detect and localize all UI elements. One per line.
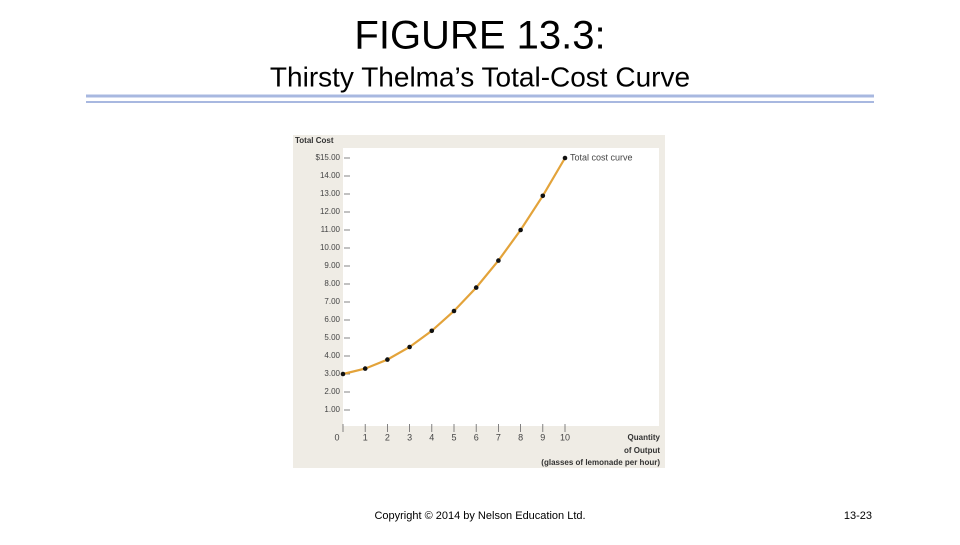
y-axis-label: Total Cost bbox=[295, 136, 334, 145]
x-tick-label: 0 bbox=[334, 432, 339, 442]
point bbox=[429, 328, 435, 334]
y-tick-label: 6.00 bbox=[324, 315, 340, 324]
x-axis-label: Quantity bbox=[628, 433, 661, 442]
x-tick-label: 5 bbox=[451, 432, 456, 442]
point bbox=[340, 371, 346, 377]
slide-subtitle: Thirsty Thelma’s Total-Cost Curve bbox=[270, 61, 690, 92]
x-tick-label: 1 bbox=[363, 432, 368, 442]
point bbox=[407, 344, 412, 350]
x-tick-label: 4 bbox=[429, 432, 434, 442]
y-tick-label: 1.00 bbox=[324, 405, 340, 414]
point bbox=[385, 357, 390, 362]
x-axis-label: of Output bbox=[624, 446, 660, 455]
y-tick-label: 4.00 bbox=[324, 351, 340, 360]
point bbox=[473, 285, 479, 290]
x-tick-label: 6 bbox=[474, 432, 479, 442]
x-tick-label: 7 bbox=[496, 432, 501, 442]
x-tick-label: 3 bbox=[407, 432, 412, 442]
y-tick-label: 7.00 bbox=[324, 297, 340, 306]
y-tick-label: 14.00 bbox=[320, 171, 341, 180]
point bbox=[496, 258, 501, 263]
point bbox=[362, 366, 368, 371]
point bbox=[518, 227, 523, 233]
y-tick-label: 2.00 bbox=[324, 387, 340, 396]
x-axis-label: (glasses of lemonade per hour) bbox=[541, 458, 660, 467]
y-tick-label: 3.00 bbox=[324, 369, 340, 378]
point bbox=[451, 308, 457, 314]
x-tick-label: 2 bbox=[385, 432, 390, 442]
y-tick-label: 8.00 bbox=[324, 279, 340, 288]
point bbox=[540, 193, 546, 199]
x-tick-label: 9 bbox=[540, 432, 545, 442]
page-number: 13-23 bbox=[844, 510, 872, 522]
series-label: Total cost curve bbox=[570, 152, 633, 162]
y-tick-label: 5.00 bbox=[324, 333, 340, 342]
x-tick-label: 8 bbox=[518, 432, 523, 442]
y-tick-label: 11.00 bbox=[321, 225, 341, 234]
footer: Copyright © 2014 by Nelson Education Ltd… bbox=[374, 510, 585, 522]
slide-title: FIGURE 13.3: bbox=[354, 14, 605, 58]
y-tick-label: 10.00 bbox=[320, 243, 341, 252]
y-tick-label: $15.00 bbox=[316, 153, 341, 162]
y-tick-label: 13.00 bbox=[320, 189, 341, 198]
y-tick-label: 12.00 bbox=[320, 207, 341, 216]
y-tick-label: 9.00 bbox=[324, 261, 340, 270]
plot-area bbox=[343, 148, 659, 426]
x-tick-label: 10 bbox=[560, 432, 570, 442]
point bbox=[562, 155, 568, 161]
